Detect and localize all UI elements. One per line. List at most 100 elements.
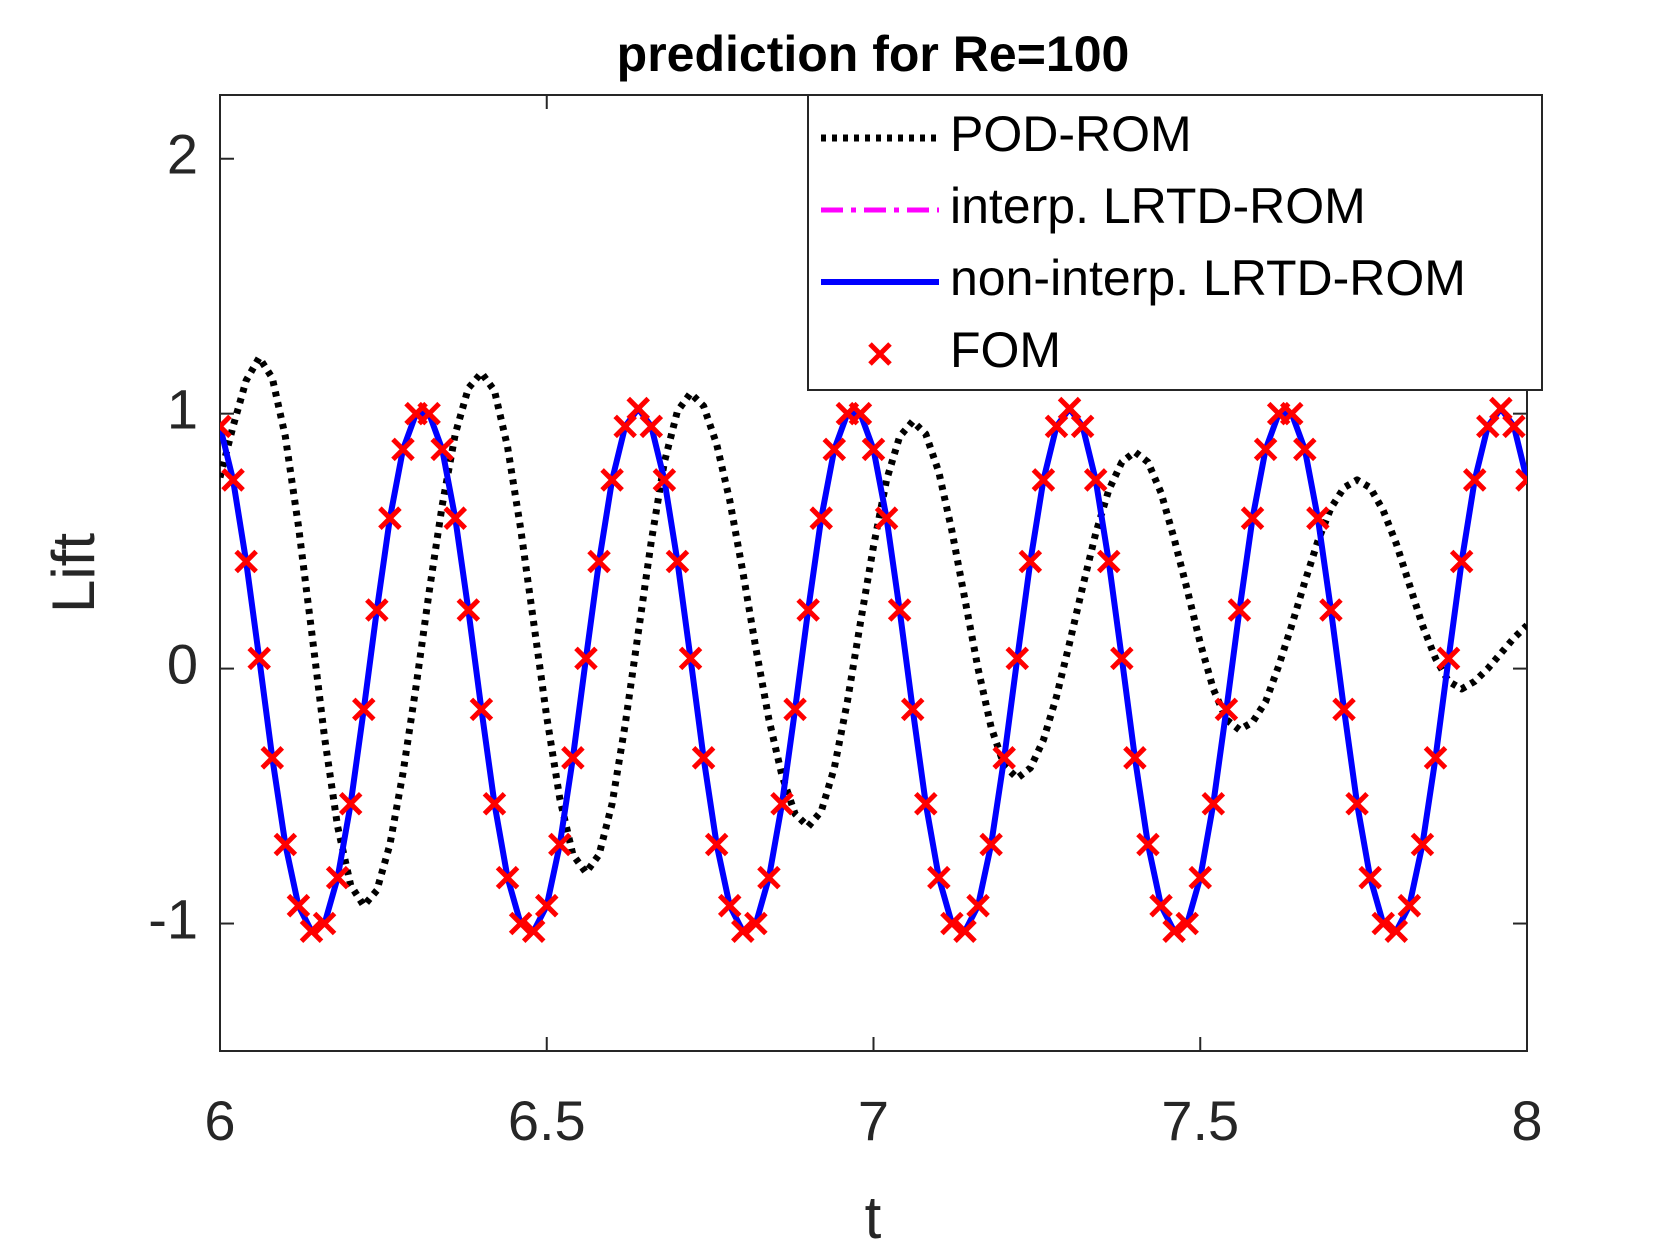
fom-marker	[548, 832, 572, 857]
y-tick-label: 1	[167, 377, 198, 440]
fom-marker	[443, 506, 468, 530]
fom-marker	[1123, 746, 1147, 770]
fom-marker	[1136, 832, 1160, 857]
fom-marker	[796, 598, 820, 622]
fom-marker	[1397, 893, 1422, 918]
fom-marker	[247, 646, 271, 671]
fom-marker	[352, 697, 376, 722]
plot-lines	[220, 354, 1527, 943]
fom-marker	[1070, 414, 1095, 439]
fom-marker	[1201, 791, 1226, 816]
fom-marker	[299, 919, 324, 943]
fom-marker	[861, 437, 886, 462]
legend-label: interp. LRTD-ROM	[950, 178, 1366, 234]
fom-marker	[979, 832, 1003, 857]
fom-marker	[1110, 646, 1134, 671]
legend-marker	[868, 342, 892, 366]
fom-marker	[887, 598, 912, 622]
fom-marker	[940, 911, 964, 936]
fom-marker	[221, 468, 245, 492]
fom-marker	[1515, 468, 1527, 492]
fom-marker	[1044, 414, 1069, 439]
x-tick-label: 7.5	[1161, 1089, 1239, 1152]
fom-marker	[1462, 468, 1487, 492]
legend-label: non-interp. LRTD-ROM	[950, 250, 1466, 306]
fom-marker	[1005, 646, 1030, 671]
y-tick-label: -1	[148, 887, 198, 950]
fom-marker	[1476, 414, 1500, 439]
fom-marker	[665, 549, 690, 574]
fom-marker	[1214, 697, 1239, 722]
fom-marker	[914, 791, 938, 816]
fom-marker	[430, 437, 454, 462]
fom-marker	[1240, 506, 1265, 530]
x-tick-label: 7	[858, 1089, 889, 1152]
legend-label: FOM	[950, 322, 1061, 378]
chart-title: prediction for Re=100	[617, 26, 1130, 82]
fom-marker	[992, 746, 1016, 770]
fom-marker	[561, 746, 585, 770]
fom-marker	[587, 549, 611, 574]
fom-marker	[482, 791, 507, 816]
fom-marker	[848, 401, 873, 426]
fom-marker	[469, 697, 494, 722]
fom-marker	[234, 549, 258, 574]
fom-marker	[1162, 919, 1186, 943]
fom-marker	[508, 911, 533, 936]
x-tick-label: 8	[1511, 1089, 1542, 1152]
fom-marker	[365, 598, 389, 622]
fom-marker	[1149, 893, 1173, 918]
fom-marker	[731, 919, 755, 943]
fom-marker	[691, 746, 716, 770]
fom-marker	[652, 468, 677, 492]
fom-marker	[378, 506, 402, 530]
fom-marker	[704, 832, 729, 857]
fom-marker	[900, 697, 925, 722]
fom-marker	[1371, 911, 1395, 936]
x-tick-label: 6	[204, 1089, 235, 1152]
fom-marker	[1423, 746, 1448, 770]
fom-marker	[744, 911, 768, 936]
x-axis-label: t	[865, 1184, 882, 1251]
fom-marker	[822, 437, 847, 462]
fom-marker	[639, 414, 664, 439]
fom-marker	[1279, 401, 1304, 426]
fom-marker	[613, 414, 637, 439]
fom-marker	[220, 414, 232, 439]
fom-marker	[260, 746, 285, 770]
fom-marker	[626, 396, 651, 421]
fom-marker	[1227, 598, 1252, 622]
fom-marker	[1384, 919, 1409, 943]
fom-marker	[456, 598, 481, 622]
fom-marker	[1293, 437, 1317, 462]
fom-marker	[717, 893, 742, 918]
fom-marker	[1332, 697, 1356, 722]
fom-marker	[273, 832, 298, 857]
fom-marker	[678, 646, 703, 671]
fom-marker	[783, 697, 807, 722]
y-tick-label: 0	[167, 632, 198, 695]
fom-marker	[1096, 549, 1121, 574]
fom-marker	[1319, 598, 1343, 622]
fom-marker	[809, 506, 833, 530]
fom-marker	[1410, 832, 1435, 857]
axes: 6 6.5 7 7.5 8 -1 0 1 2	[148, 95, 1543, 1152]
fom-marker	[927, 865, 951, 890]
fom-marker	[1083, 468, 1108, 492]
x-tick-label: 6.5	[508, 1089, 586, 1152]
fom-marker	[286, 893, 311, 918]
series-line	[220, 354, 1527, 910]
fom-marker	[1253, 437, 1278, 462]
fom-marker	[1188, 865, 1213, 890]
fom-marker	[757, 865, 781, 890]
fom-marker	[417, 401, 441, 426]
fom-marker	[1057, 396, 1082, 421]
legend: POD-ROM interp. LRTD-ROM non-interp. LRTD-…	[807, 94, 1543, 391]
fom-marker	[1345, 791, 1369, 816]
fom-marker	[770, 791, 794, 816]
fom-marker	[600, 468, 624, 492]
fom-marker	[521, 919, 546, 943]
fom-marker	[966, 893, 990, 918]
